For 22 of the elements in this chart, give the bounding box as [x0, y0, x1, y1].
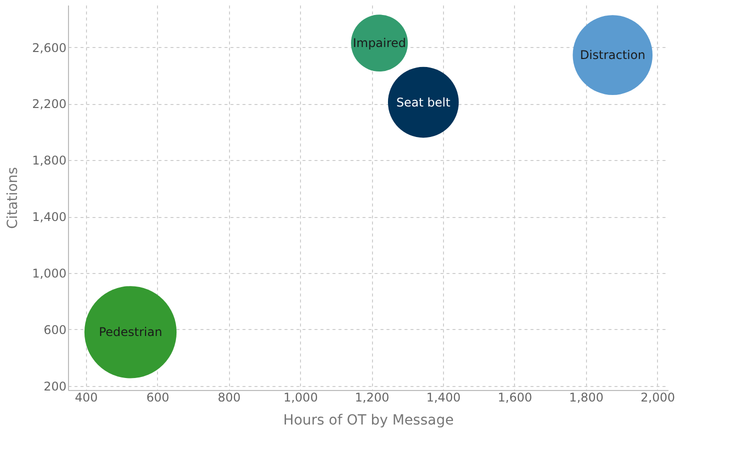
y-tick-label: 2,600	[32, 40, 66, 55]
x-tick-label: 1,600	[498, 390, 532, 404]
x-axis-title: Hours of OT by Message	[283, 412, 454, 428]
x-tick-label: 1,200	[354, 390, 390, 404]
y-tick-label: 600	[44, 322, 66, 337]
x-tick-label: 1,000	[283, 390, 318, 404]
x-tick-label: 1,400	[426, 390, 461, 404]
series-label: Seat belt	[396, 95, 451, 110]
y-tick-label: 1,000	[32, 266, 66, 280]
y-tick-label: 1,800	[32, 154, 66, 168]
y-tick-label: 1,400	[32, 210, 66, 224]
x-tick-label: 600	[146, 390, 170, 404]
x-tick-label: 2,000	[640, 390, 675, 404]
x-tick-label: 1,800	[569, 390, 604, 404]
y-tick-label: 200	[44, 379, 66, 394]
x-tick-label: 400	[74, 390, 98, 404]
y-axis-title: Citations	[5, 167, 22, 229]
series-label: Distraction	[580, 48, 646, 62]
x-tick-label: 800	[218, 390, 241, 404]
series-label: Impaired	[352, 36, 406, 50]
series-label: Pedestrian	[98, 325, 162, 340]
y-tick-label: 2,200	[32, 97, 66, 112]
